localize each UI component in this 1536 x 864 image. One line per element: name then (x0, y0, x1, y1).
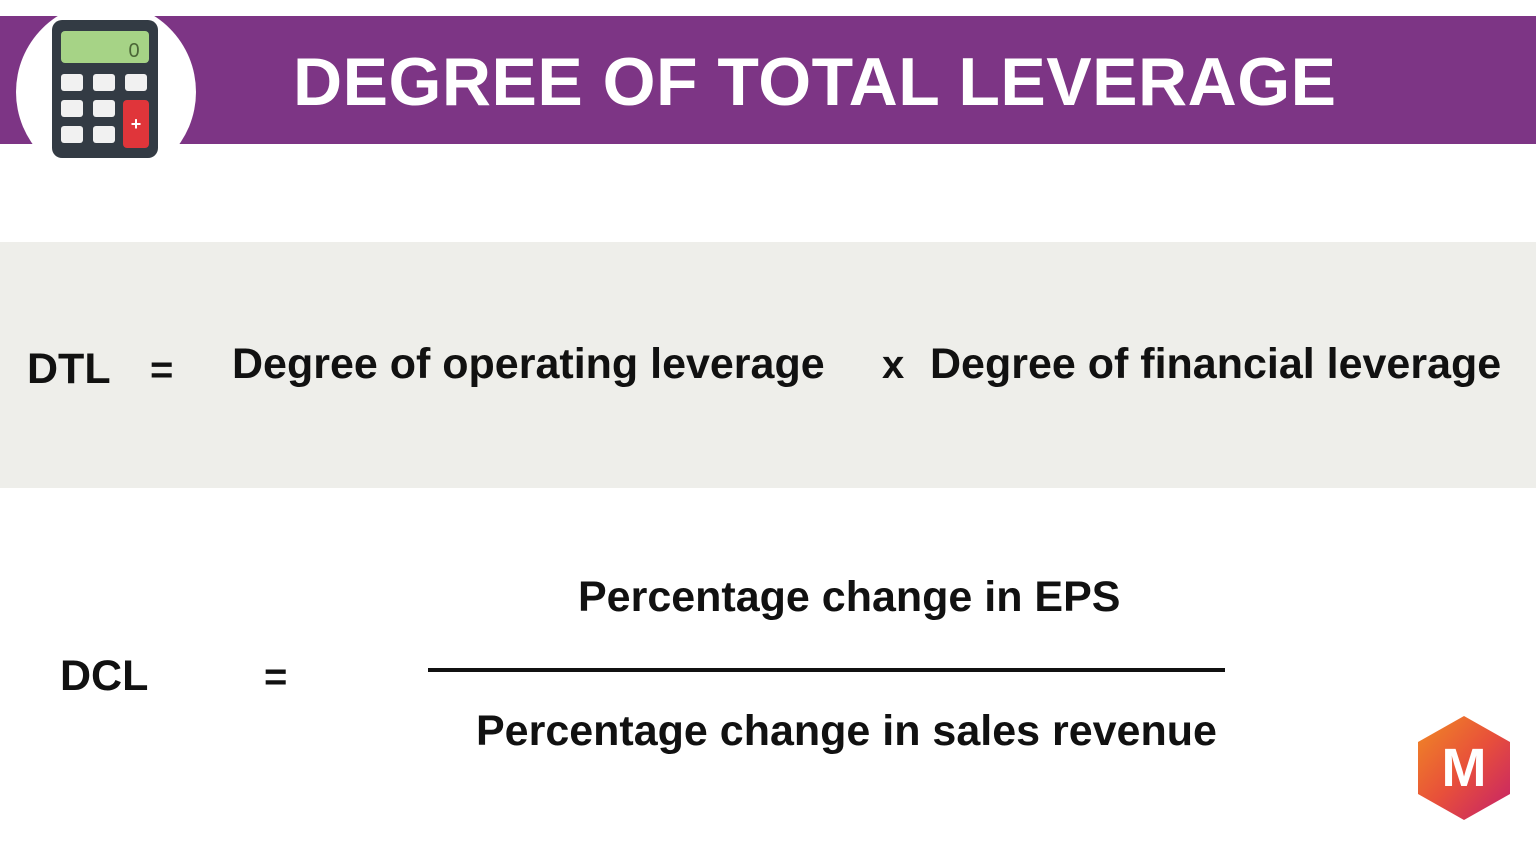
dcl-equals-sign: = (264, 655, 288, 699)
brand-letter: M (1442, 738, 1487, 798)
dtl-formula-band (0, 242, 1536, 488)
dtl-equals-sign: = (150, 348, 174, 392)
page-title: DEGREE OF TOTAL LEVERAGE (293, 44, 1337, 120)
header-banner (0, 16, 1536, 144)
dcl-denominator: Percentage change in sales revenue (476, 707, 1217, 755)
calculator-display: 0 (128, 40, 139, 62)
calculator-plus-key: + (131, 114, 142, 134)
dcl-numerator: Percentage change in EPS (578, 573, 1121, 621)
dcl-label: DCL (60, 652, 149, 700)
brand-hexagon-logo: M (1418, 716, 1510, 820)
dtl-term-operating-leverage: Degree of operating leverage (232, 340, 825, 388)
dcl-fraction-bar (428, 668, 1225, 672)
calculator-icon: 0 + (52, 20, 158, 158)
dtl-multiply-sign: x (882, 343, 905, 387)
brand-logo: M (1416, 714, 1512, 827)
dtl-term-financial-leverage: Degree of financial leverage (930, 340, 1502, 388)
calculator-logo: 0 + (16, 2, 196, 182)
dtl-label: DTL (27, 345, 111, 393)
